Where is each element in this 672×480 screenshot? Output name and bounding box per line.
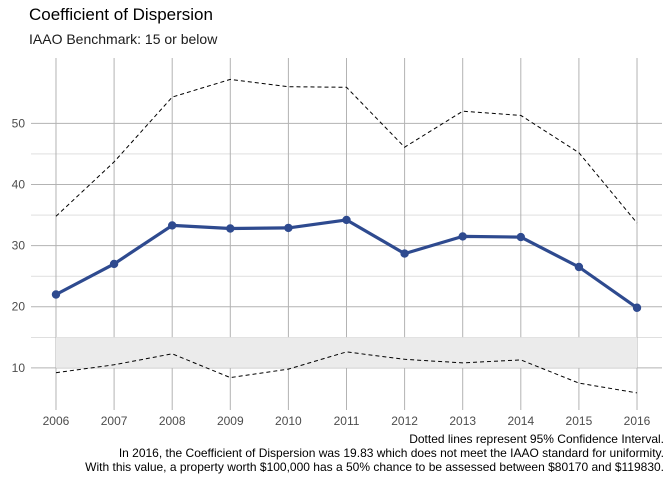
y-tick-label: 40 <box>12 178 26 192</box>
y-tick-label: 50 <box>12 116 26 130</box>
caption-ci-note: Dotted lines represent 95% Confidence In… <box>409 432 664 446</box>
x-tick-label: 2012 <box>391 414 418 428</box>
x-tick-label: 2008 <box>159 414 186 428</box>
x-tick-label: 2010 <box>275 414 302 428</box>
data-point <box>342 215 351 225</box>
data-point <box>516 232 526 242</box>
data-point <box>51 290 61 299</box>
x-tick-label: 2014 <box>507 414 534 428</box>
y-tick-label: 10 <box>12 361 26 375</box>
x-tick-label: 2007 <box>101 414 128 428</box>
y-tick-label: 20 <box>12 300 26 314</box>
chart-title: Coefficient of Dispersion <box>29 5 213 24</box>
series-line-ci_upper <box>55 78 638 224</box>
x-tick-label: 2006 <box>43 414 70 428</box>
data-point <box>226 224 235 233</box>
series-line-ci_lower <box>55 351 638 394</box>
data-point <box>167 221 177 230</box>
gridlines <box>31 58 662 410</box>
data-point <box>109 259 119 269</box>
cod-series <box>51 215 642 312</box>
x-tick-label: 2011 <box>334 414 360 428</box>
x-tick-label: 2016 <box>624 414 651 428</box>
y-axis: 10 20 30 40 50 <box>12 116 26 374</box>
confidence-interval-lines <box>55 78 638 394</box>
caption-range: With this value, a property worth $100,0… <box>85 460 664 474</box>
x-tick-label: 2009 <box>217 414 244 428</box>
chart-subtitle: IAAO Benchmark: 15 or below <box>29 31 218 47</box>
y-tick-label: 30 <box>12 239 26 253</box>
data-point <box>284 223 293 233</box>
x-axis: 2006 2007 2008 2009 2010 2011 2012 2013 2014 2015… <box>43 414 651 428</box>
data-point <box>458 232 467 241</box>
x-tick-label: 2013 <box>449 414 476 428</box>
caption-result: In 2016, the Coefficient of Dispersion w… <box>118 446 664 460</box>
benchmark-band-rect <box>55 337 638 368</box>
data-point <box>574 262 584 272</box>
data-point <box>400 249 409 258</box>
benchmark-band <box>55 337 638 368</box>
x-tick-label: 2015 <box>566 414 593 428</box>
data-point <box>632 303 642 312</box>
